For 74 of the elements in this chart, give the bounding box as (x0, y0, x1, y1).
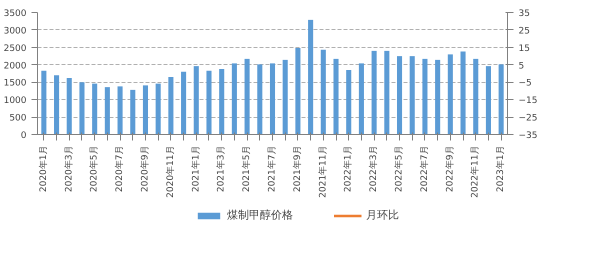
bar (41, 70, 46, 134)
x-tick-label: 2020年7月 (114, 145, 126, 192)
bar (257, 64, 262, 134)
bar (320, 50, 326, 134)
bar (104, 87, 110, 134)
bar (282, 60, 288, 134)
x-tick-label: 2021年11月 (317, 145, 328, 198)
x-tick-label: 2020年3月 (63, 145, 74, 192)
y-tick-label: 0 (20, 131, 27, 141)
bar (206, 70, 212, 134)
x-tick-label: 2022年9月 (444, 145, 456, 192)
legend-label: 煤制甲醇价格 (227, 208, 293, 222)
bar (244, 58, 250, 134)
x-tick-label: 2021年3月 (216, 145, 227, 192)
bar (358, 63, 364, 134)
x-tick-label: 2021年5月 (241, 145, 252, 192)
x-tick-label: 2022年1月 (342, 145, 354, 192)
bar (232, 63, 237, 134)
y2-tick-label: −35 (518, 131, 538, 141)
x-tick-label: 2021年7月 (266, 145, 278, 192)
x-tick-label: 2020年9月 (139, 145, 150, 192)
bar (333, 58, 339, 134)
x-tick-label: 2021年1月 (190, 145, 202, 192)
x-tick-label: 2020年1月 (38, 145, 49, 192)
bar (372, 50, 377, 134)
y-tick-label: 2000 (4, 61, 27, 72)
x-tick-label: 2020年11月 (164, 145, 176, 198)
bar (308, 20, 314, 134)
bar (396, 56, 402, 134)
bar (118, 86, 123, 134)
bar (130, 90, 136, 134)
bar (486, 66, 491, 134)
bar (448, 54, 453, 134)
bar (66, 78, 72, 134)
bar (473, 58, 478, 134)
bar (142, 85, 148, 134)
bar (460, 52, 466, 134)
y2-tick-label: 5 (518, 61, 524, 72)
legend-label: 月环比 (366, 208, 399, 222)
y-tick-label: 2500 (4, 44, 27, 54)
y2-tick-label: −15 (518, 96, 538, 106)
x-tick-label: 2022年11月 (470, 145, 481, 198)
bar (92, 84, 98, 134)
bar (295, 48, 300, 134)
bar (181, 72, 186, 134)
bar (79, 82, 84, 134)
bar (435, 60, 440, 134)
y2-tick-label: 15 (518, 44, 530, 54)
y-tick-label: 3500 (4, 9, 27, 19)
y2-tick-label: 35 (518, 9, 530, 19)
bar (384, 50, 390, 134)
bar (194, 66, 199, 134)
x-tick-label: 2022年7月 (418, 145, 430, 192)
y-tick-label: 1000 (4, 96, 27, 106)
x-tick-label: 2022年5月 (394, 145, 405, 192)
y-tick-label: 1500 (4, 78, 27, 89)
y-tick-label: 500 (9, 114, 27, 124)
bar (410, 56, 415, 134)
x-tick-label: 2020年5月 (88, 145, 100, 192)
x-tick-label: 2022年3月 (368, 145, 380, 192)
bar (422, 58, 428, 134)
x-tick-label: 2021年9月 (292, 145, 303, 192)
y2-tick-label: −5 (518, 78, 532, 89)
bar (346, 70, 352, 134)
bar (270, 63, 276, 134)
bar (54, 75, 60, 134)
y-tick-label: 3000 (4, 26, 27, 36)
x-tick-label: 2023年1月 (495, 145, 506, 192)
bar (156, 84, 161, 134)
y2-tick-label: 25 (518, 26, 530, 36)
bar (498, 64, 504, 134)
y2-tick-label: −25 (518, 114, 538, 124)
bar (168, 76, 174, 134)
bar (219, 68, 224, 134)
